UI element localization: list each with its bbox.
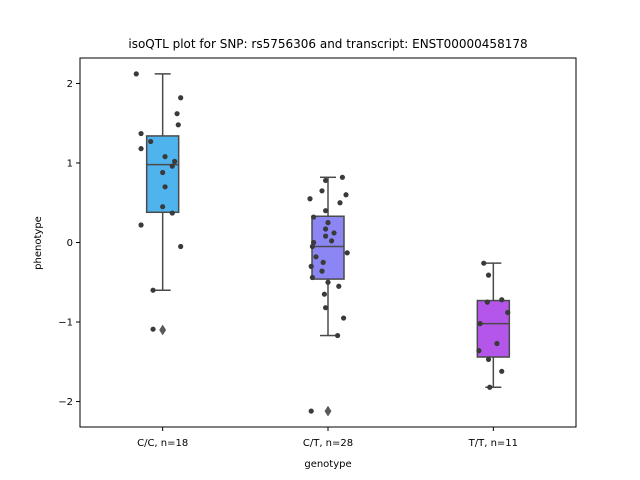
data-point xyxy=(175,122,181,128)
outlier-marker xyxy=(324,405,332,417)
data-point xyxy=(160,204,166,210)
data-point xyxy=(172,158,178,164)
y-tick-label: −2 xyxy=(58,397,73,408)
data-point xyxy=(178,243,184,250)
data-point xyxy=(477,321,483,327)
data-point xyxy=(323,226,329,232)
data-point xyxy=(138,222,144,228)
box xyxy=(311,215,345,280)
data-point xyxy=(485,356,492,363)
data-point xyxy=(319,188,325,194)
data-point xyxy=(321,291,327,297)
data-point xyxy=(308,263,314,269)
box xyxy=(476,299,511,358)
data-point xyxy=(339,174,345,180)
y-tick-label: −1 xyxy=(58,318,73,329)
data-point xyxy=(320,259,326,265)
data-point xyxy=(487,384,493,390)
data-point xyxy=(319,268,325,274)
data-point xyxy=(309,243,315,250)
data-point xyxy=(331,230,337,236)
y-tick-label: 1 xyxy=(67,158,73,169)
data-point xyxy=(499,368,505,374)
data-point xyxy=(499,297,505,303)
data-point xyxy=(148,138,154,145)
data-point xyxy=(323,305,329,311)
y-axis: −2 −1 0 1 2 xyxy=(58,79,80,408)
x-tick-label: C/T, n=28 xyxy=(303,438,353,449)
data-point xyxy=(494,340,500,347)
data-point xyxy=(336,283,342,289)
data-point xyxy=(169,163,175,169)
data-point xyxy=(476,348,482,354)
data-point xyxy=(335,332,341,339)
data-point xyxy=(174,111,180,117)
data-point xyxy=(323,208,329,214)
data-point xyxy=(341,315,347,321)
data-point xyxy=(481,260,487,266)
data-point xyxy=(311,214,317,220)
data-point xyxy=(307,196,313,202)
data-point xyxy=(485,272,492,278)
data-point xyxy=(313,254,319,260)
chart-title: isoQTL plot for SNP: rs5756306 and trans… xyxy=(128,37,527,51)
data-point xyxy=(344,250,350,256)
x-tick-label: C/C, n=18 xyxy=(137,438,188,449)
data-point xyxy=(337,200,343,206)
data-point xyxy=(162,154,168,160)
data-point xyxy=(169,210,175,216)
x-axis-label: genotype xyxy=(304,459,351,470)
outlier-marker xyxy=(159,324,167,336)
data-point xyxy=(325,220,331,226)
data-point xyxy=(150,326,156,332)
x-tick-label: T/T, n=11 xyxy=(468,438,518,449)
data-point xyxy=(162,184,168,190)
data-point xyxy=(323,233,329,239)
data-point xyxy=(484,299,490,305)
data-point xyxy=(329,238,335,244)
data-point xyxy=(309,274,315,281)
data-point xyxy=(308,408,314,414)
data-point xyxy=(138,146,144,152)
y-axis-label: phenotype xyxy=(33,216,44,270)
data-point xyxy=(343,192,349,198)
y-tick-label: 0 xyxy=(67,238,73,249)
data-point xyxy=(178,95,184,101)
plot-area xyxy=(133,71,511,417)
data-point xyxy=(323,177,329,184)
data-point xyxy=(150,287,156,293)
data-point xyxy=(133,71,139,77)
data-point xyxy=(160,169,166,176)
data-point xyxy=(325,279,331,285)
x-axis: C/C, n=18 C/T, n=28 T/T, n=11 xyxy=(137,427,518,449)
data-point xyxy=(311,239,317,246)
y-tick-label: 2 xyxy=(67,79,73,90)
data-point xyxy=(138,130,144,137)
data-point xyxy=(505,309,511,316)
